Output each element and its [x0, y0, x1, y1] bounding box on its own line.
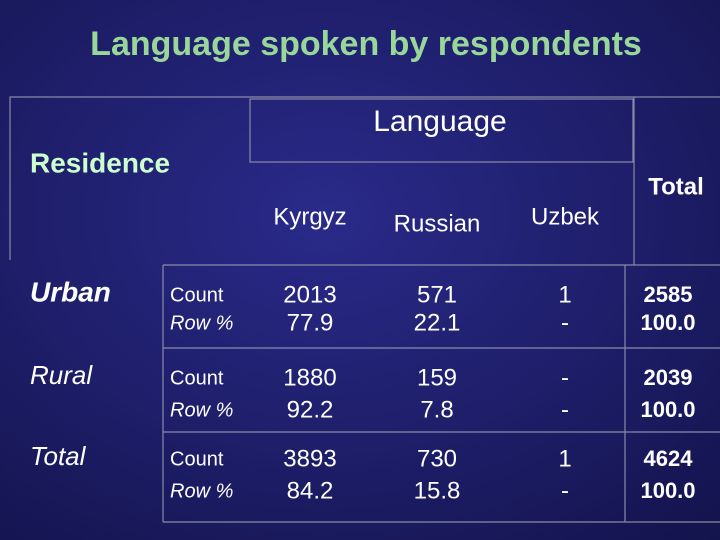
table-lines	[9, 96, 720, 523]
column-header: Kyrgyz	[273, 203, 346, 230]
group-header: Language	[373, 105, 506, 138]
cell-value: -	[561, 477, 569, 504]
row-label: Rural	[30, 360, 93, 390]
cell-value: -	[561, 364, 569, 391]
cell-value: 159	[417, 364, 457, 391]
cell-value: 1880	[283, 364, 336, 391]
measure-label: Count	[170, 448, 224, 470]
row-label: Total	[30, 441, 87, 471]
cell-value: 2039	[644, 365, 693, 390]
cell-value: -	[561, 396, 569, 423]
cell-value: 100.0	[640, 478, 695, 503]
measure-label: Count	[170, 284, 224, 306]
cell-value: 84.2	[287, 477, 334, 504]
total-header: Total	[648, 173, 704, 200]
cell-value: 22.1	[414, 309, 461, 336]
cell-value: 730	[417, 445, 457, 472]
cell-value: 3893	[283, 445, 336, 472]
cell-value: 100.0	[640, 310, 695, 335]
cell-value: 2013	[283, 281, 336, 308]
row-label: Urban	[30, 276, 111, 307]
column-header: Russian	[394, 210, 481, 237]
cell-value: 15.8	[414, 477, 461, 504]
measure-label: Row %	[170, 399, 233, 421]
measure-label: Row %	[170, 312, 233, 334]
cell-value: -	[561, 309, 569, 336]
cell-value: 100.0	[640, 397, 695, 422]
measure-label: Row %	[170, 480, 233, 502]
cell-value: 7.8	[420, 396, 453, 423]
column-header: Uzbek	[531, 203, 600, 230]
measure-label: Count	[170, 367, 224, 389]
cell-value: 92.2	[287, 396, 334, 423]
cell-value: 77.9	[287, 309, 334, 336]
cell-value: 2585	[644, 282, 693, 307]
cell-value: 4624	[644, 446, 694, 471]
row-header: Residence	[30, 147, 170, 178]
cell-value: 1	[558, 281, 571, 308]
cell-value: 571	[417, 281, 457, 308]
cell-value: 1	[558, 445, 571, 472]
slide-title: Language spoken by respondents	[90, 25, 642, 63]
